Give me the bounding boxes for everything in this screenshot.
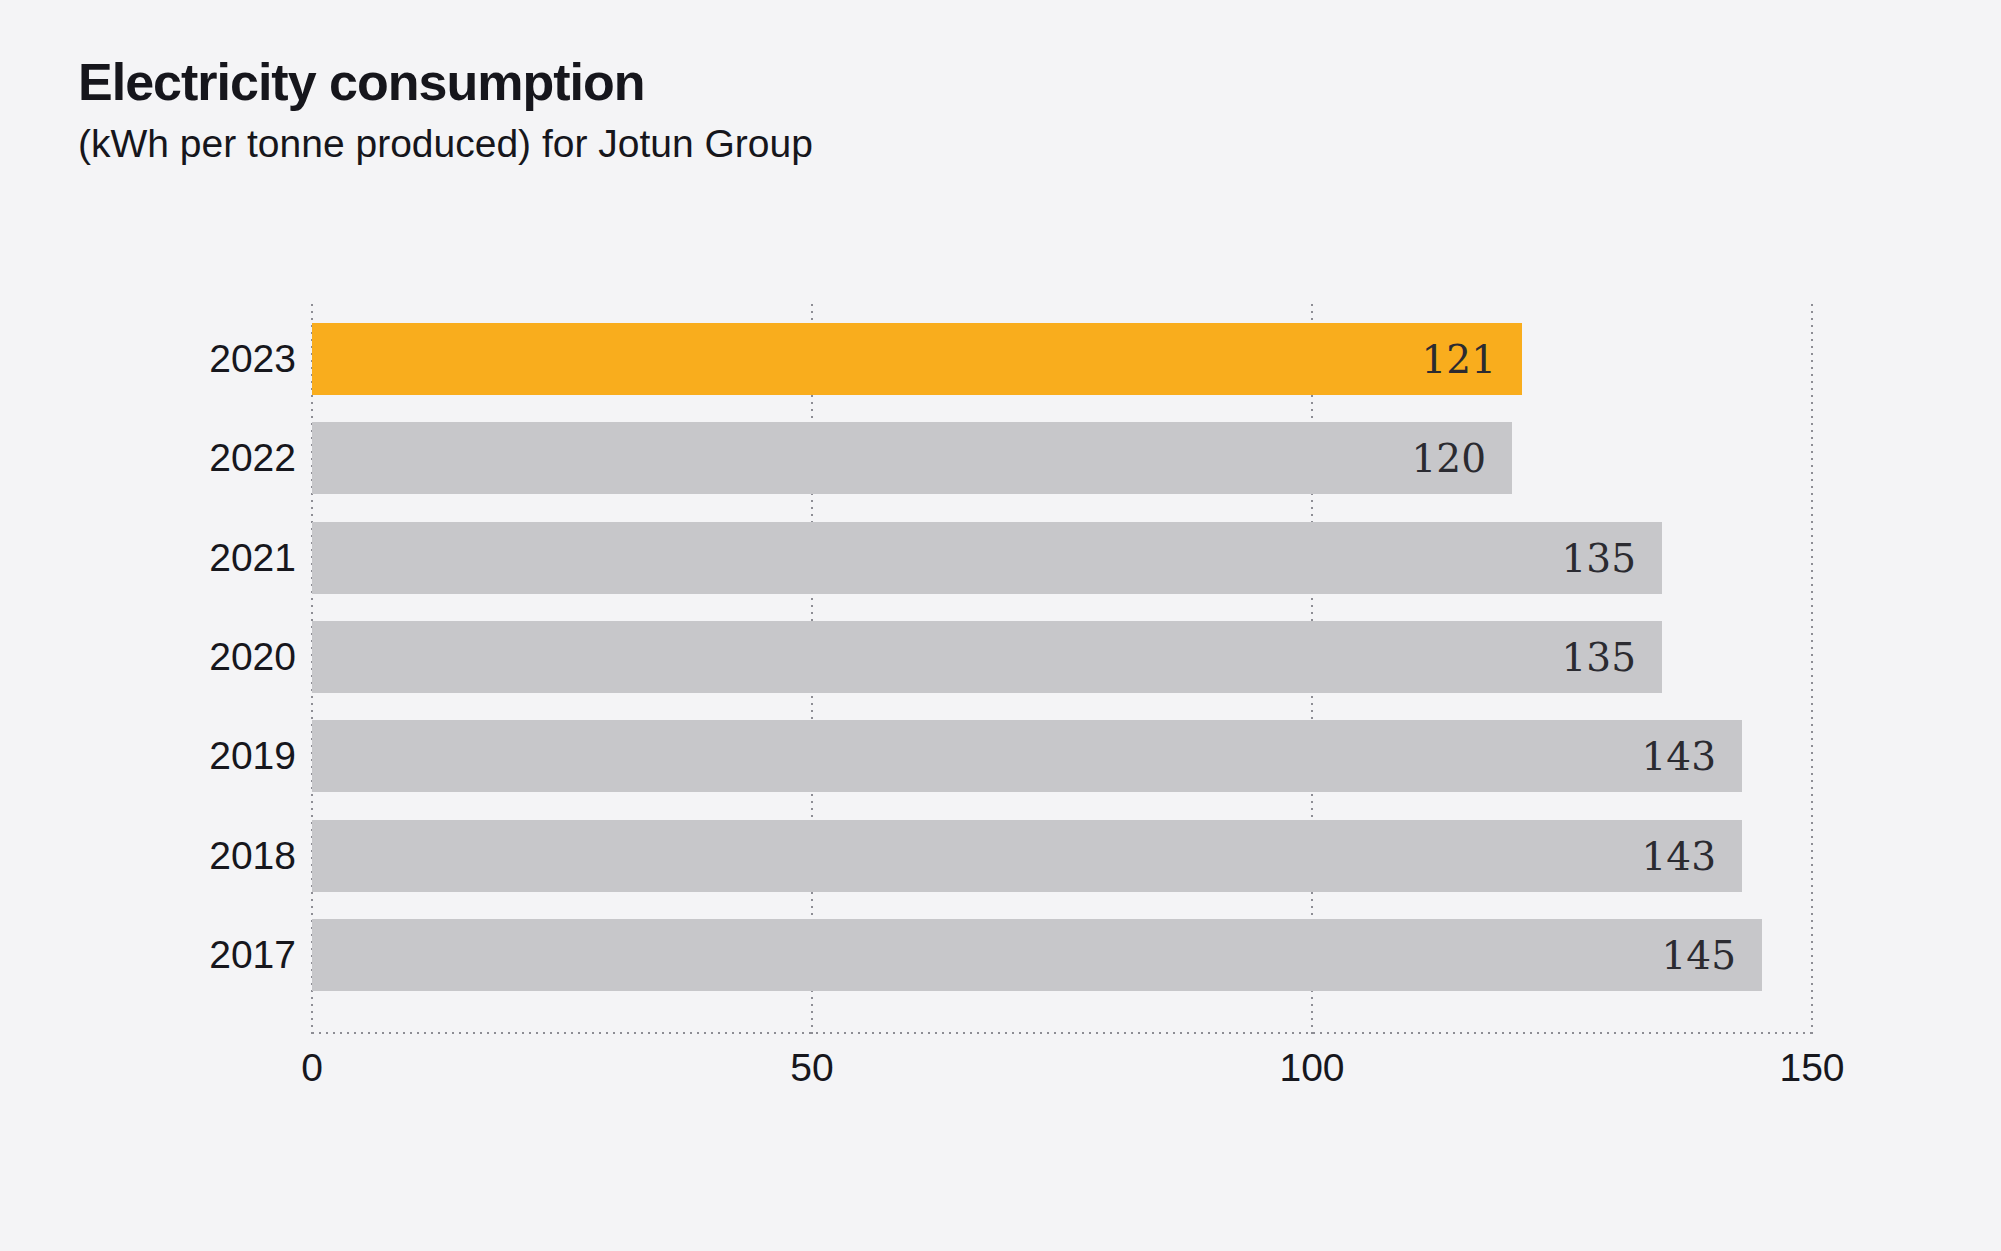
category-label-2022: 2022 <box>0 422 296 494</box>
bar-2022: 120 <box>312 422 1512 494</box>
bar-row-2019: 2019 143 <box>0 720 2001 792</box>
chart-title: Electricity consumption <box>78 52 644 112</box>
chart-subtitle: (kWh per tonne produced) for Jotun Group <box>78 122 813 166</box>
value-label-2017: 145 <box>1662 919 1736 991</box>
bar-row-2023: 2023 121 <box>0 323 2001 395</box>
category-label-2021: 2021 <box>0 522 296 594</box>
bar-row-2021: 2021 135 <box>0 522 2001 594</box>
bar-2017: 145 <box>312 919 1762 991</box>
value-label-2018: 143 <box>1642 820 1716 892</box>
value-label-2019: 143 <box>1642 720 1716 792</box>
value-label-2022: 120 <box>1412 422 1486 494</box>
bar-2018: 143 <box>312 820 1742 892</box>
bar-row-2020: 2020 135 <box>0 621 2001 693</box>
value-label-2023: 121 <box>1422 323 1496 395</box>
bar-2023: 121 <box>312 323 1522 395</box>
bar-row-2022: 2022 120 <box>0 422 2001 494</box>
category-label-2019: 2019 <box>0 720 296 792</box>
electricity-consumption-chart: Electricity consumption (kWh per tonne p… <box>0 0 2001 1251</box>
value-label-2021: 135 <box>1562 522 1636 594</box>
xtick-100: 100 <box>1279 1046 1344 1090</box>
bar-row-2017: 2017 145 <box>0 919 2001 991</box>
category-label-2023: 2023 <box>0 323 296 395</box>
xtick-0: 0 <box>301 1046 323 1090</box>
x-axis-baseline <box>312 1032 1814 1034</box>
bar-2020: 135 <box>312 621 1662 693</box>
value-label-2020: 135 <box>1562 621 1636 693</box>
category-label-2020: 2020 <box>0 621 296 693</box>
bar-2019: 143 <box>312 720 1742 792</box>
xtick-150: 150 <box>1779 1046 1844 1090</box>
bar-row-2018: 2018 143 <box>0 820 2001 892</box>
xtick-50: 50 <box>790 1046 833 1090</box>
category-label-2017: 2017 <box>0 919 296 991</box>
bar-2021: 135 <box>312 522 1662 594</box>
category-label-2018: 2018 <box>0 820 296 892</box>
